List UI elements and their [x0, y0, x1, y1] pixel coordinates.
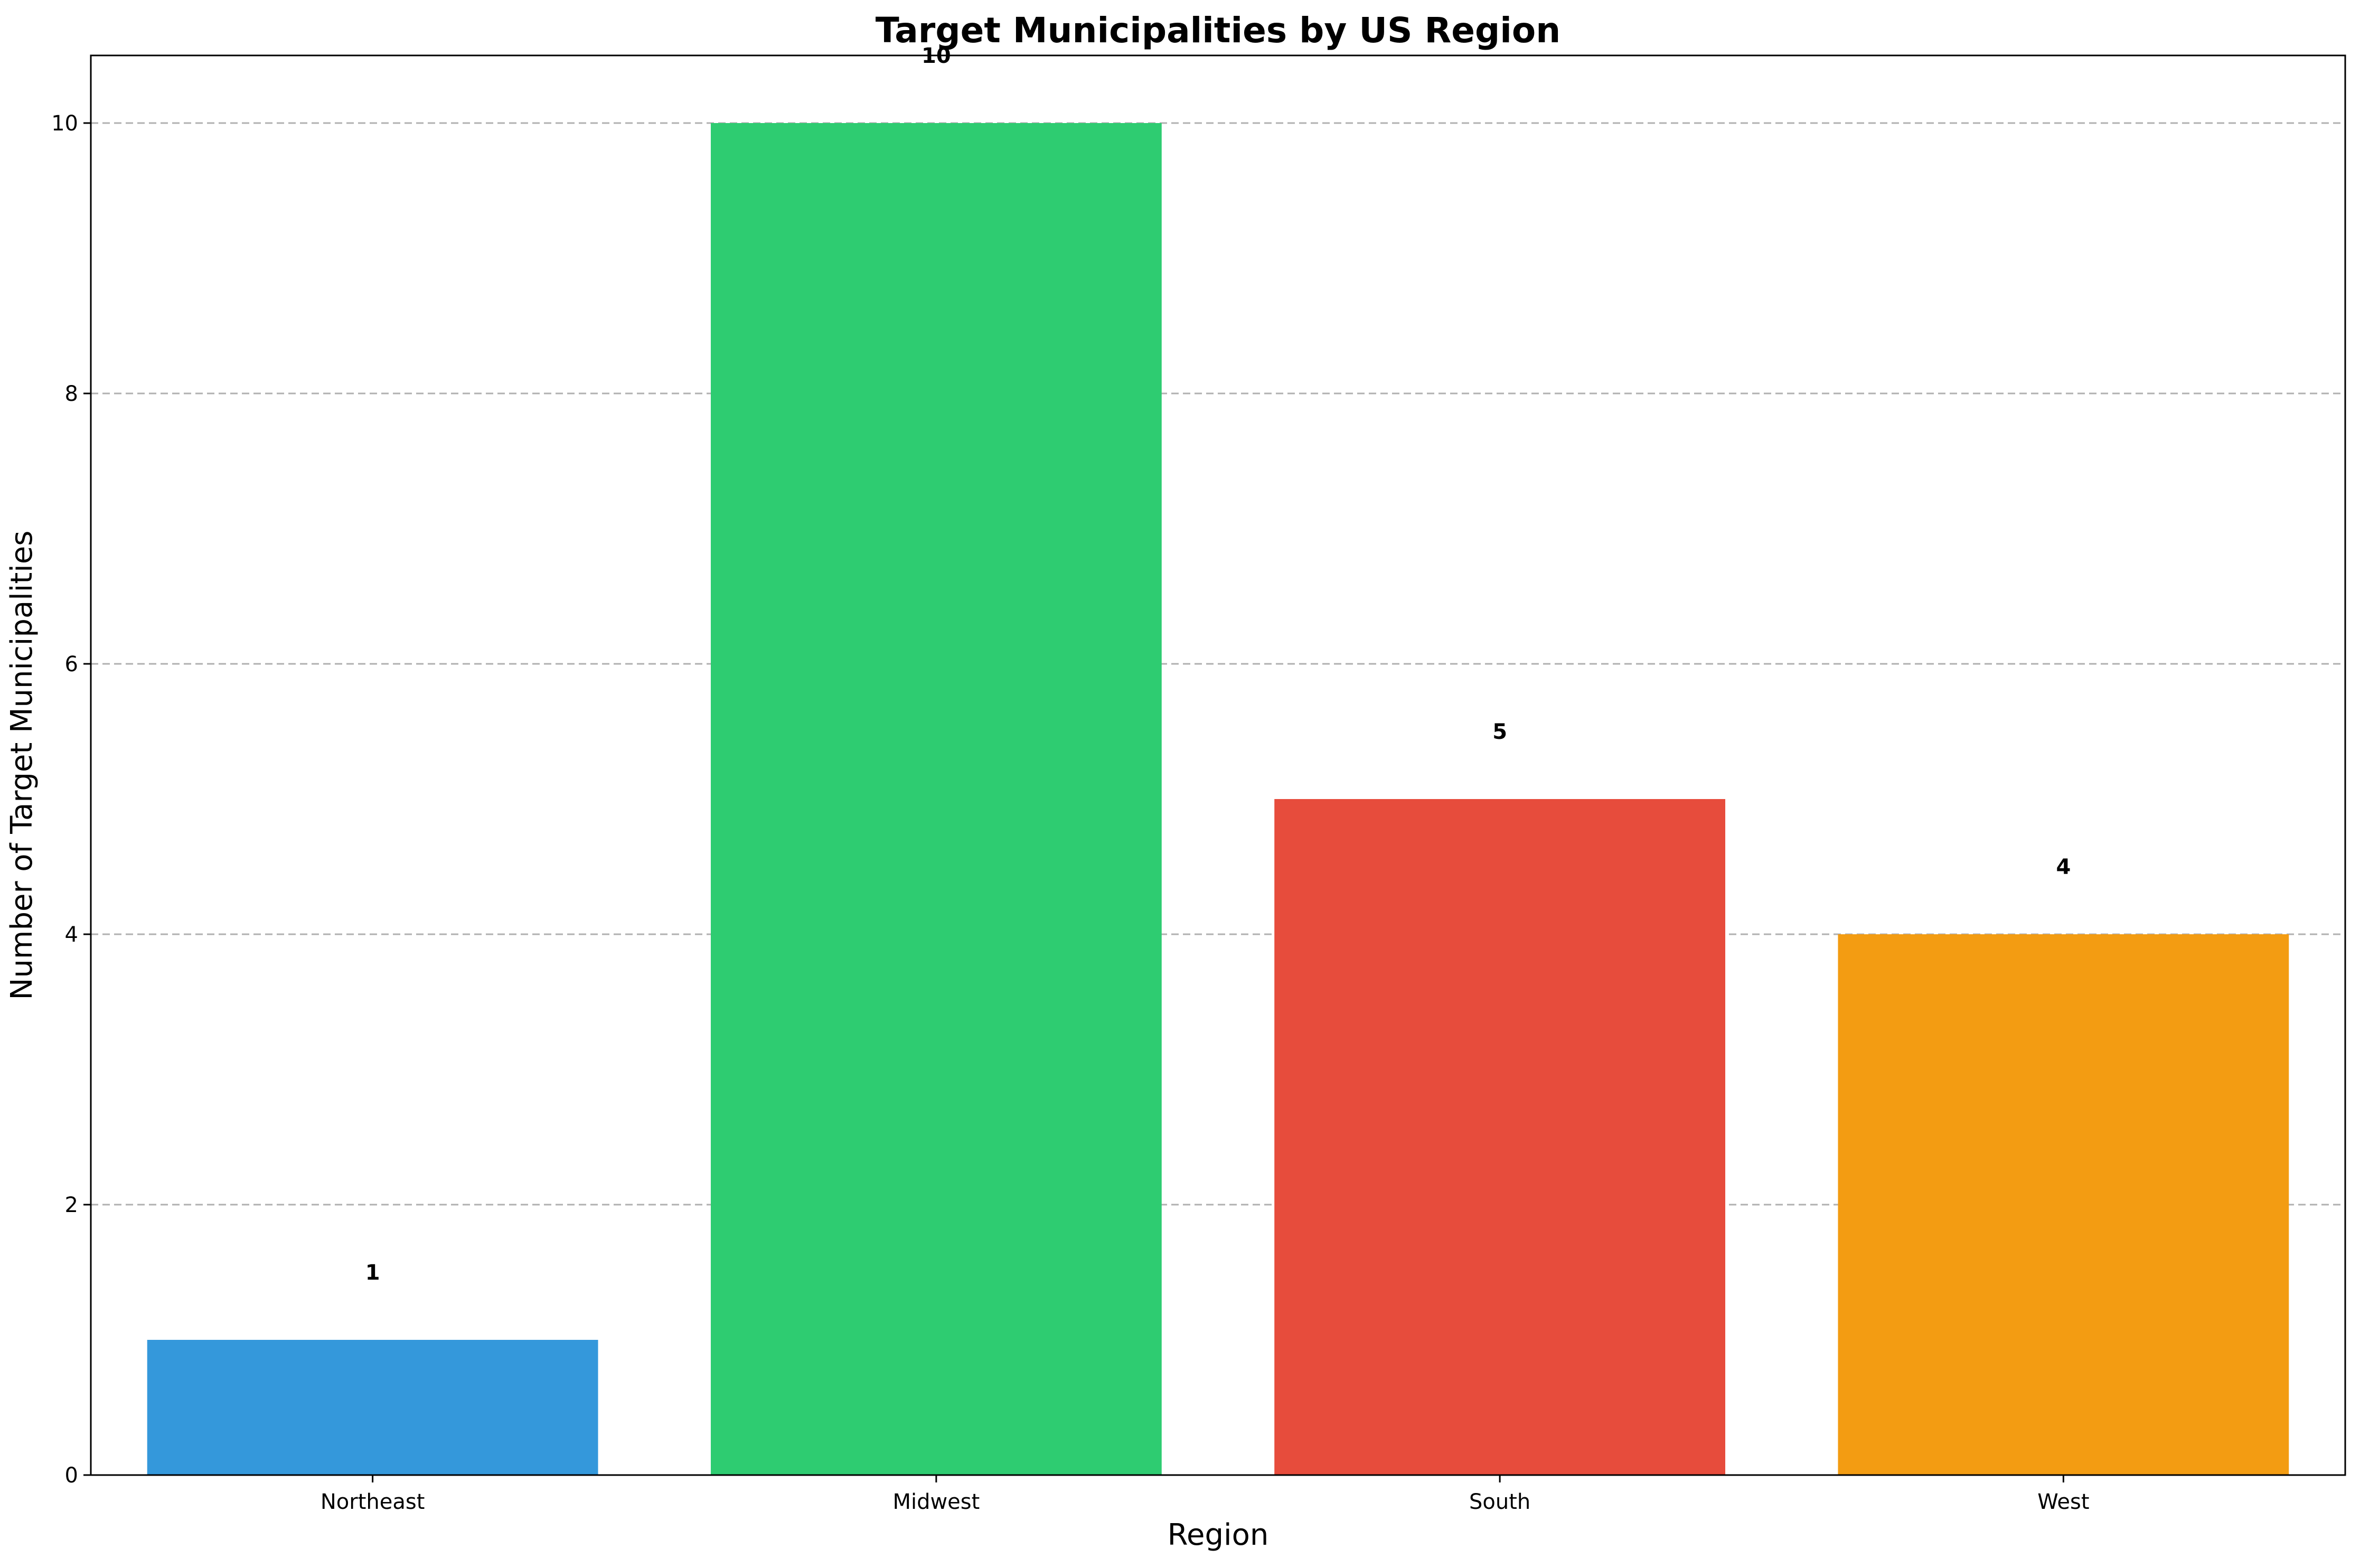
x-axis-ticks: Northeast Midwest South West	[321, 1475, 2090, 1514]
bar-south	[1274, 799, 1726, 1475]
x-axis-title: Region	[1168, 1518, 1269, 1552]
chart-title: Target Municipalities by US Region	[876, 10, 1561, 51]
data-label-midwest: 10	[922, 44, 951, 68]
y-tick-label-10: 10	[51, 111, 78, 136]
data-label-west: 4	[2056, 855, 2071, 879]
y-axis-ticks: 0 2 4 6 8 10	[51, 111, 91, 1488]
data-label-south: 5	[1492, 720, 1507, 744]
bar-northeast	[147, 1340, 598, 1475]
grid-lines	[91, 122, 2345, 1206]
bar-west	[1838, 934, 2289, 1475]
data-labels: 1 10 5 4	[365, 44, 2071, 1285]
bar-midwest	[710, 123, 1162, 1475]
bars	[147, 123, 2289, 1475]
x-tick-label-west: West	[2037, 1490, 2089, 1514]
y-tick-label-4: 4	[65, 923, 78, 947]
data-label-northeast: 1	[365, 1261, 380, 1285]
y-tick-label-0: 0	[65, 1463, 78, 1488]
x-tick-label-midwest: Midwest	[892, 1490, 980, 1514]
x-tick-label-south: South	[1469, 1490, 1530, 1514]
y-tick-label-2: 2	[65, 1193, 78, 1217]
plot-frame	[90, 54, 2346, 1476]
y-tick-label-6: 6	[65, 652, 78, 677]
y-tick-label-8: 8	[65, 382, 78, 406]
x-tick-label-northeast: Northeast	[321, 1490, 425, 1514]
y-axis-title: Number of Target Municipalities	[5, 531, 39, 1000]
